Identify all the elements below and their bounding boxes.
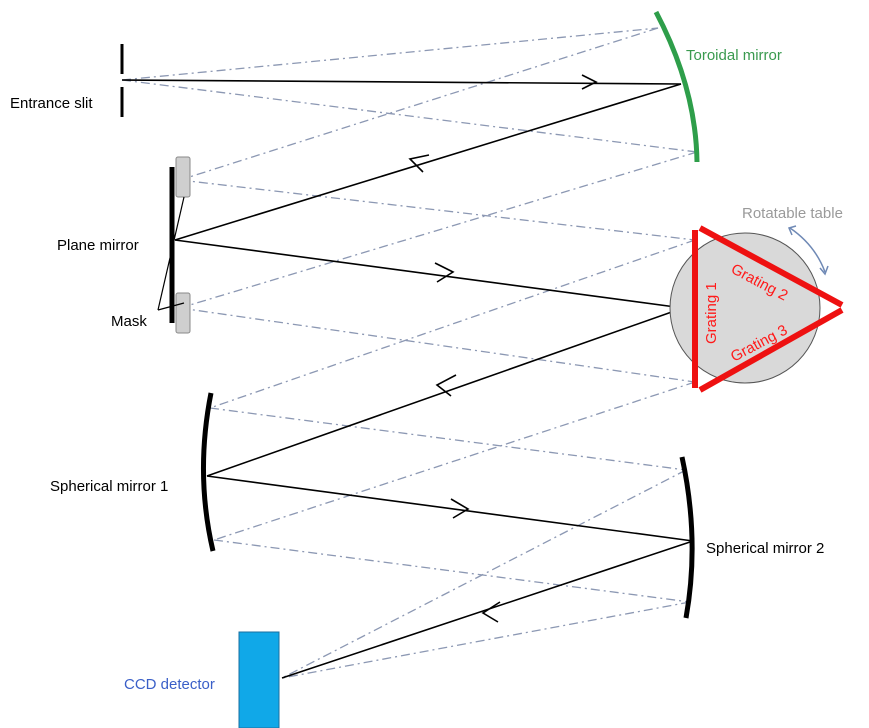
arrowhead-6 xyxy=(481,601,501,623)
label-plane-mirror: Plane mirror xyxy=(57,237,139,254)
label-mask: Mask xyxy=(111,313,147,330)
rotation-arrow xyxy=(789,227,826,273)
mask-top xyxy=(175,156,191,198)
dashed-ray-plane-to-grating-top xyxy=(179,179,696,241)
label-rotatable-table: Rotatable table xyxy=(742,205,843,222)
label-ccd-detector: CCD detector xyxy=(124,676,215,693)
dashed-ray-toroid-to-mask-top xyxy=(179,27,659,181)
mask-pointer-bottom xyxy=(157,302,185,311)
dashed-ray-sph2-to-ccd-bottom xyxy=(281,601,691,679)
chief-ray-segment-5 xyxy=(206,475,694,542)
arrowhead-4 xyxy=(435,374,457,397)
dashed-marginal-rays xyxy=(121,27,698,679)
dashed-ray-grating-to-sph1-bottom xyxy=(213,381,696,541)
dashed-ray-slit-to-toroid-bottom xyxy=(121,79,698,153)
arrowhead-5 xyxy=(450,498,470,519)
grating-2 xyxy=(698,225,844,308)
chief-ray-segment-1 xyxy=(121,79,682,85)
arrowhead-1 xyxy=(581,74,598,90)
dashed-ray-sph1-to-sph2-top xyxy=(209,407,687,471)
rotation-arrowhead-top xyxy=(787,225,797,236)
arrowhead-3 xyxy=(434,262,455,283)
label-entrance-slit: Entrance slit xyxy=(10,95,93,112)
dashed-ray-toroid-to-mask-bottom xyxy=(179,151,698,309)
chief-ray-segment-2 xyxy=(174,83,682,241)
plane-mirror-assembly xyxy=(157,156,191,334)
label-spherical-mirror-2: Spherical mirror 2 xyxy=(706,540,824,557)
dashed-ray-sph1-to-sph2-bottom xyxy=(213,539,691,603)
dashed-ray-sph2-to-ccd-top xyxy=(281,469,687,679)
grating-3 xyxy=(698,307,844,393)
dashed-ray-plane-to-grating-bottom xyxy=(179,307,696,383)
label-grating-1: Grating 1 xyxy=(703,282,720,344)
label-spherical-mirror-1: Spherical mirror 1 xyxy=(50,478,168,495)
rotatable-table-assembly xyxy=(669,225,844,393)
ccd-detector xyxy=(238,631,280,728)
dashed-ray-grating-to-sph1-top xyxy=(209,239,696,409)
dashed-ray-slit-to-toroid-top xyxy=(121,27,659,81)
chief-ray xyxy=(121,74,694,679)
label-toroidal-mirror: Toroidal mirror xyxy=(686,47,782,64)
toroidal-mirror xyxy=(653,10,700,163)
arrowhead-2 xyxy=(408,154,430,173)
mask-pointer-top xyxy=(157,196,185,311)
chief-ray-segment-3 xyxy=(174,239,684,309)
mask-bottom xyxy=(175,292,191,334)
spherical-mirror-1 xyxy=(200,392,216,552)
spherical-mirror-2 xyxy=(679,456,695,619)
rotation-arrowhead-bottom xyxy=(819,265,829,276)
